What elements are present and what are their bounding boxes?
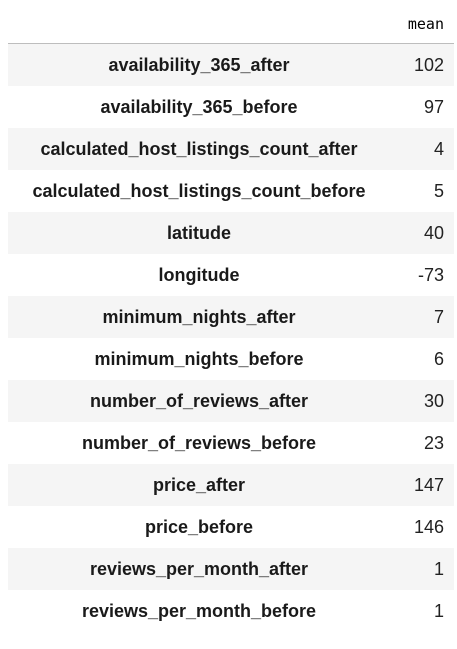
table-row: availability_365_before 97 <box>8 86 454 128</box>
row-value: 7 <box>433 306 444 327</box>
table-row: availability_365_after 102 <box>8 44 454 86</box>
row-value: 23 <box>423 432 444 453</box>
table-row: calculated_host_listings_count_after 4 <box>8 128 454 170</box>
row-value: 97 <box>423 96 444 117</box>
table-row: price_before 146 <box>8 506 454 548</box>
row-value: 1 <box>433 600 444 621</box>
row-value: 146 <box>413 516 444 537</box>
row-value: 102 <box>413 54 444 75</box>
row-label: price_after <box>152 474 246 495</box>
row-label: availability_365_after <box>108 54 290 75</box>
row-value: 147 <box>413 474 444 495</box>
table-row: number_of_reviews_before 23 <box>8 422 454 464</box>
table-row: reviews_per_month_before 1 <box>8 590 454 632</box>
dataframe-table: mean availability_365_after 102 availabi… <box>8 4 454 632</box>
row-label: number_of_reviews_before <box>81 432 317 453</box>
row-value: 4 <box>433 138 444 159</box>
row-label: price_before <box>144 516 254 537</box>
table-row: reviews_per_month_after 1 <box>8 548 454 590</box>
table-header: mean <box>8 4 454 44</box>
row-label: reviews_per_month_before <box>81 600 317 621</box>
row-value: 40 <box>423 222 444 243</box>
row-value: 5 <box>433 180 444 201</box>
table-row: latitude 40 <box>8 212 454 254</box>
row-label: minimum_nights_after <box>102 306 296 327</box>
row-label: latitude <box>166 222 231 243</box>
row-label: calculated_host_listings_count_after <box>40 138 358 159</box>
table-row: minimum_nights_before 6 <box>8 338 454 380</box>
row-value: 1 <box>433 558 444 579</box>
table-row: price_after 147 <box>8 464 454 506</box>
row-label: reviews_per_month_after <box>89 558 309 579</box>
row-label: calculated_host_listings_count_before <box>32 180 366 201</box>
row-label: longitude <box>158 264 240 285</box>
row-label: number_of_reviews_after <box>89 390 309 411</box>
column-header-mean: mean <box>407 14 444 33</box>
row-value: 30 <box>423 390 444 411</box>
row-value: 6 <box>433 348 444 369</box>
table-row: minimum_nights_after 7 <box>8 296 454 338</box>
row-value: -73 <box>417 264 444 285</box>
table-row: number_of_reviews_after 30 <box>8 380 454 422</box>
row-label: availability_365_before <box>100 96 298 117</box>
table-row: calculated_host_listings_count_before 5 <box>8 170 454 212</box>
table-row: longitude -73 <box>8 254 454 296</box>
row-label: minimum_nights_before <box>94 348 304 369</box>
